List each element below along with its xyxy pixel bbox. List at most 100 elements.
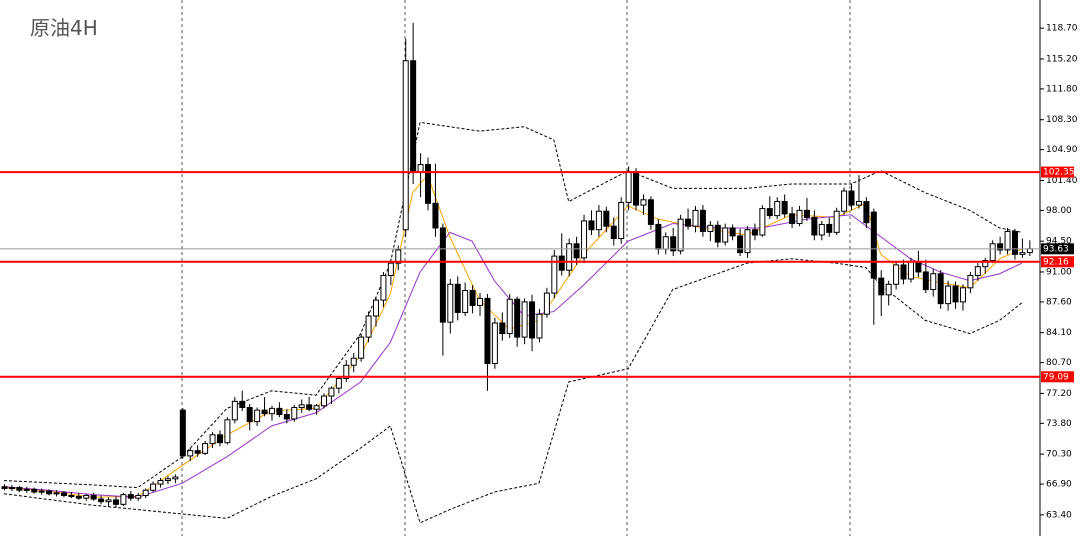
candle-body	[766, 208, 773, 217]
candle-body	[573, 243, 580, 259]
candle-body	[878, 277, 885, 296]
candle-body	[670, 236, 677, 252]
candle-body	[343, 364, 350, 379]
y-tick-label: 94.50	[1046, 237, 1072, 247]
candle-body	[543, 292, 550, 315]
candle-body	[870, 211, 877, 279]
candle-body	[536, 313, 543, 339]
candle-body	[581, 220, 588, 259]
candle-body	[967, 274, 974, 289]
candle-body	[922, 271, 929, 291]
candle-body	[907, 260, 914, 280]
candle-body	[677, 218, 684, 252]
candle-body	[729, 227, 736, 237]
candle-body	[1026, 248, 1033, 254]
y-tick-label: 77.20	[1046, 389, 1072, 399]
candle-body	[714, 224, 721, 243]
y-tick-label: 98.00	[1046, 206, 1072, 216]
candle-body	[974, 266, 981, 276]
candle-body	[98, 498, 105, 503]
candle-body	[818, 223, 825, 236]
candle-body	[261, 409, 268, 415]
y-tick-label: 66.90	[1046, 480, 1072, 490]
candle-body	[588, 220, 595, 231]
candle-body	[462, 289, 469, 313]
candle-body	[692, 209, 699, 227]
candle-body	[127, 494, 134, 499]
y-tick-label: 70.30	[1046, 450, 1072, 460]
candle-body	[529, 301, 536, 339]
price-level-tag	[1041, 166, 1074, 178]
candle-body	[959, 287, 966, 303]
candle-body	[744, 229, 751, 254]
candle-body	[558, 255, 565, 271]
candle-body	[989, 243, 996, 262]
candle-body	[789, 213, 796, 225]
candle-body	[633, 171, 640, 206]
bollinger-band	[3, 121, 1023, 489]
candle-body	[246, 407, 253, 423]
candle-body	[83, 495, 90, 499]
price-level-tag	[1041, 371, 1074, 383]
bollinger-band	[3, 258, 1023, 524]
candle-body	[952, 285, 959, 303]
y-tick-label: 108.30	[1046, 115, 1078, 125]
candle-body	[848, 190, 855, 206]
candle-body	[833, 210, 840, 233]
candle-body	[1011, 230, 1018, 255]
candle-body	[209, 434, 216, 445]
candle-body	[268, 407, 275, 415]
candle-body	[358, 336, 365, 359]
candle-body	[75, 495, 82, 499]
candle-body	[38, 490, 45, 493]
candle-body	[68, 495, 75, 498]
candle-body	[699, 209, 706, 232]
candle-body	[640, 199, 647, 206]
candle-body	[172, 476, 179, 480]
candle-body	[803, 209, 810, 218]
candle-body	[506, 298, 513, 335]
candle-body	[1004, 230, 1011, 251]
candle-body	[484, 297, 491, 364]
y-tick-label: 91.00	[1046, 267, 1072, 277]
candle-body	[595, 210, 602, 231]
y-tick-label: 101.40	[1046, 176, 1078, 186]
candle-body	[380, 274, 387, 301]
candle-body	[685, 218, 692, 227]
candle-body	[239, 400, 246, 409]
candle-body	[499, 322, 506, 335]
candle-body	[707, 224, 714, 232]
y-tick-label: 111.80	[1046, 84, 1078, 94]
candle-body	[855, 201, 862, 206]
candle-body	[60, 492, 67, 497]
candle-body	[164, 478, 171, 482]
candle-body	[737, 235, 744, 254]
candle-body	[937, 273, 944, 305]
candle-body	[655, 223, 662, 250]
y-tick-label: 118.70	[1046, 24, 1078, 34]
price-level-label: 92.16	[1043, 257, 1069, 267]
candle-body	[662, 236, 669, 250]
candle-body	[997, 243, 1004, 251]
candle-body	[335, 377, 342, 389]
candle-body	[157, 480, 164, 485]
candle-body	[373, 299, 379, 317]
candle-body	[90, 495, 97, 500]
candle-body	[112, 499, 119, 505]
candle-body	[982, 260, 989, 268]
candle-body	[439, 227, 446, 323]
candle-body	[350, 357, 357, 366]
y-tick-label: 84.10	[1046, 328, 1072, 338]
candle-body	[187, 450, 194, 457]
current-price-tag	[1041, 243, 1074, 255]
candle-body	[610, 225, 617, 240]
candle-body	[603, 210, 610, 227]
candle-body	[306, 404, 313, 410]
candle-body	[521, 301, 528, 338]
candle-body	[254, 409, 261, 423]
candle-body	[320, 395, 327, 407]
candle-body	[142, 489, 149, 497]
candle-body	[841, 190, 848, 212]
y-tick-label: 104.90	[1046, 145, 1078, 155]
